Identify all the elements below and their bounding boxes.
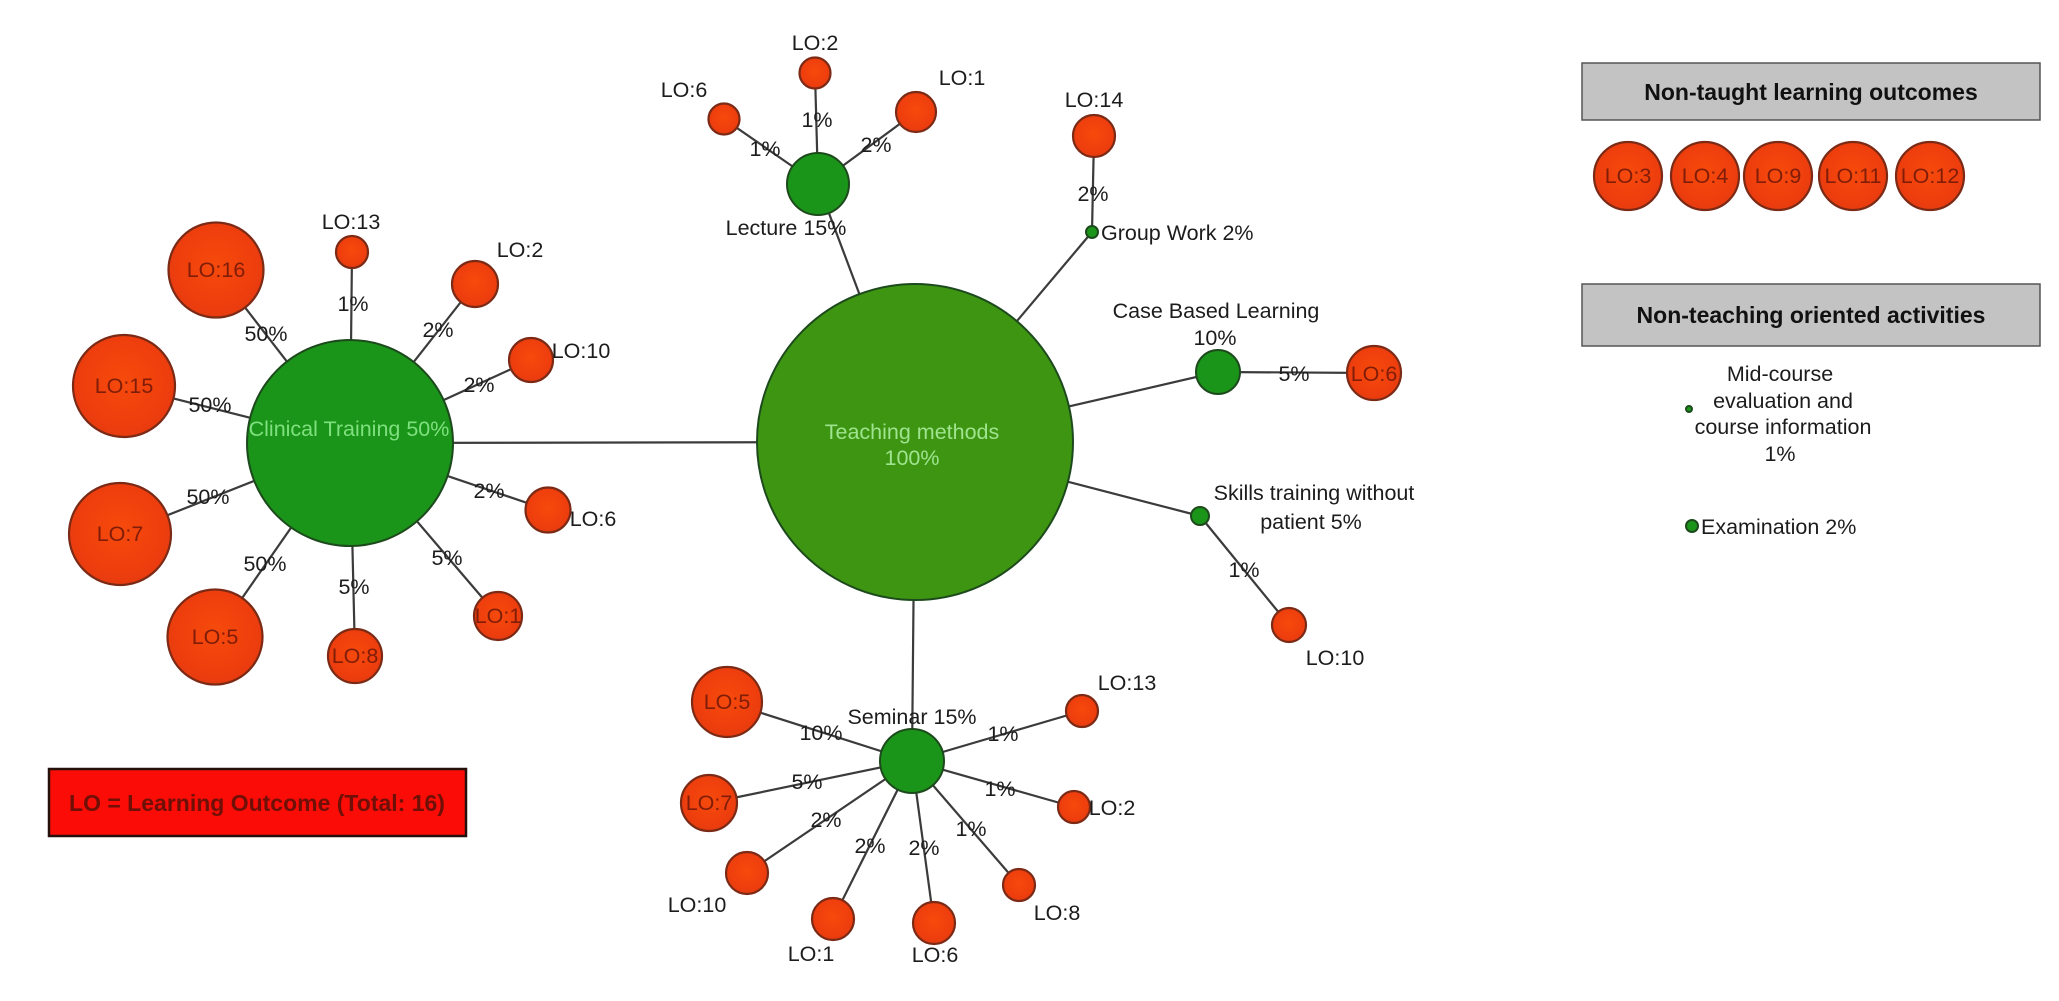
svg-text:LO:4: LO:4	[1682, 164, 1729, 188]
svg-text:5%: 5%	[1278, 362, 1309, 386]
svg-text:Mid-course: Mid-course	[1727, 362, 1833, 386]
svg-text:LO:1: LO:1	[475, 604, 522, 628]
svg-text:10%: 10%	[799, 721, 842, 745]
svg-text:course information: course information	[1695, 415, 1872, 439]
svg-text:1%: 1%	[984, 777, 1015, 801]
svg-text:patient 5%: patient 5%	[1260, 510, 1362, 534]
svg-text:1%: 1%	[987, 722, 1018, 746]
svg-text:2%: 2%	[854, 834, 885, 858]
svg-text:Teaching methods: Teaching methods	[825, 420, 1000, 444]
svg-text:LO:6: LO:6	[1351, 362, 1398, 386]
svg-text:10%: 10%	[1193, 326, 1236, 350]
svg-text:LO:16: LO:16	[187, 258, 246, 282]
svg-text:1%: 1%	[801, 108, 832, 132]
svg-text:Clinical Training 50%: Clinical Training 50%	[249, 417, 450, 441]
svg-text:1%: 1%	[337, 292, 368, 316]
svg-text:50%: 50%	[186, 485, 229, 509]
svg-text:1%: 1%	[1228, 558, 1259, 582]
svg-text:LO:8: LO:8	[332, 644, 379, 668]
svg-text:LO:1: LO:1	[939, 66, 986, 90]
svg-text:Case Based Learning: Case Based Learning	[1113, 299, 1320, 323]
svg-text:2%: 2%	[1077, 182, 1108, 206]
svg-text:2%: 2%	[860, 133, 891, 157]
svg-text:2%: 2%	[810, 808, 841, 832]
svg-text:Skills training without: Skills training without	[1214, 481, 1415, 505]
svg-text:50%: 50%	[244, 322, 287, 346]
svg-text:LO:2: LO:2	[497, 238, 544, 262]
svg-text:LO:6: LO:6	[912, 943, 959, 967]
svg-text:LO:15: LO:15	[95, 374, 154, 398]
svg-text:2%: 2%	[908, 836, 939, 860]
svg-text:LO:7: LO:7	[97, 522, 144, 546]
svg-text:LO:5: LO:5	[704, 690, 751, 714]
svg-text:LO:2: LO:2	[792, 31, 839, 55]
svg-text:LO:9: LO:9	[1755, 164, 1802, 188]
svg-text:100%: 100%	[885, 446, 940, 470]
svg-text:Lecture 15%: Lecture 15%	[726, 216, 847, 240]
svg-text:1%: 1%	[1764, 442, 1795, 466]
svg-text:50%: 50%	[243, 552, 286, 576]
svg-text:LO:13: LO:13	[1098, 671, 1157, 695]
svg-text:1%: 1%	[955, 817, 986, 841]
svg-text:LO:10: LO:10	[1306, 646, 1365, 670]
svg-text:LO:6: LO:6	[570, 507, 617, 531]
svg-text:LO:3: LO:3	[1605, 164, 1652, 188]
svg-text:LO:12: LO:12	[1901, 164, 1960, 188]
svg-text:LO:7: LO:7	[686, 791, 733, 815]
svg-text:LO = Learning Outcome (Total:: LO = Learning Outcome (Total: 16)	[69, 790, 445, 816]
svg-text:LO:10: LO:10	[668, 893, 727, 917]
svg-text:Non-teaching oriented activiti: Non-teaching oriented activities	[1637, 302, 1986, 328]
svg-text:LO:14: LO:14	[1065, 88, 1124, 112]
svg-text:Examination 2%: Examination 2%	[1701, 515, 1856, 539]
svg-text:2%: 2%	[473, 479, 504, 503]
svg-text:LO:5: LO:5	[192, 625, 239, 649]
svg-text:LO:1: LO:1	[788, 942, 835, 966]
svg-text:Non-taught learning outcomes: Non-taught learning outcomes	[1644, 79, 1978, 105]
svg-text:1%: 1%	[749, 137, 780, 161]
svg-text:LO:13: LO:13	[322, 210, 381, 234]
svg-text:Seminar 15%: Seminar 15%	[847, 705, 976, 729]
svg-text:5%: 5%	[791, 770, 822, 794]
svg-text:LO:10: LO:10	[552, 339, 611, 363]
svg-text:LO:8: LO:8	[1034, 901, 1081, 925]
svg-text:Group Work 2%: Group Work 2%	[1101, 221, 1254, 245]
svg-text:2%: 2%	[422, 318, 453, 342]
svg-text:50%: 50%	[188, 393, 231, 417]
svg-text:evaluation and: evaluation and	[1713, 389, 1853, 413]
svg-text:LO:2: LO:2	[1089, 796, 1136, 820]
svg-text:LO:11: LO:11	[1825, 164, 1882, 188]
svg-text:2%: 2%	[463, 373, 494, 397]
svg-text:LO:6: LO:6	[661, 78, 708, 102]
svg-text:5%: 5%	[338, 575, 369, 599]
svg-text:5%: 5%	[431, 546, 462, 570]
